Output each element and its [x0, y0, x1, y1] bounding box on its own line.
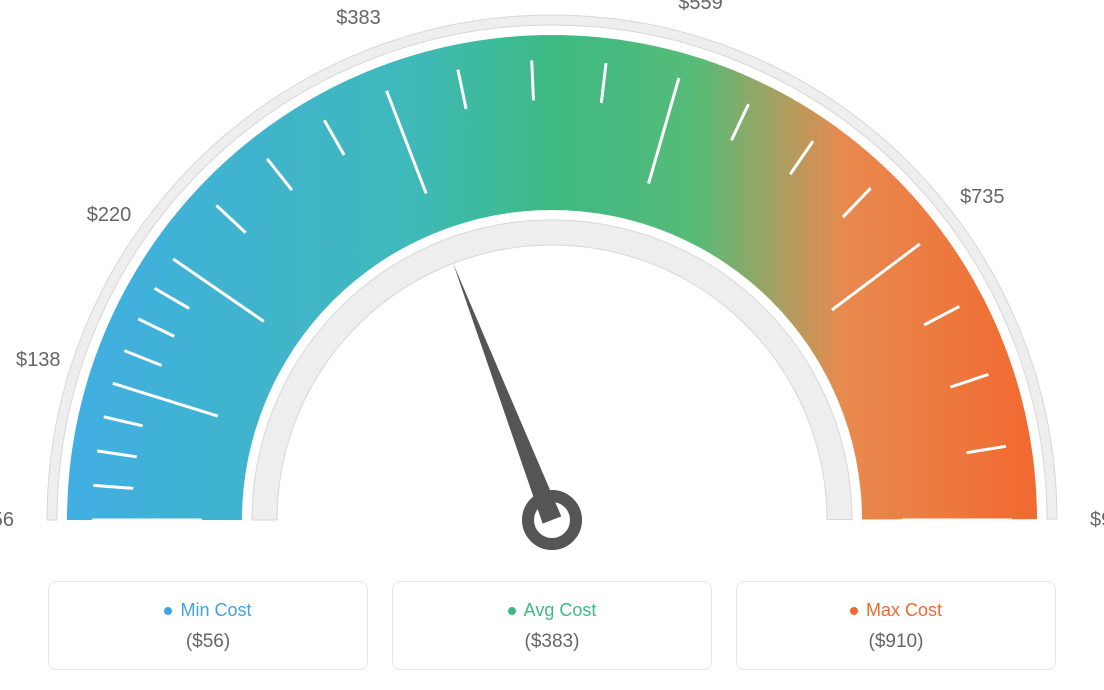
legend-card-min: Min Cost ($56)	[48, 581, 368, 670]
legend-value-min: ($56)	[61, 631, 355, 653]
tick-label: $383	[336, 7, 381, 29]
gauge-svg: $56 $138 $220 $383 $559 $735 $910	[0, 0, 1104, 570]
legend-label-avg: Avg Cost	[508, 600, 597, 621]
tick-label: $138	[16, 349, 61, 371]
legend-label-text: Max Cost	[866, 600, 942, 621]
tick-label: $220	[87, 204, 132, 226]
legend-row: Min Cost ($56) Avg Cost ($383) Max Cost …	[0, 581, 1104, 670]
minor-tick	[532, 60, 534, 100]
legend-label-text: Avg Cost	[524, 600, 597, 621]
dot-icon	[850, 607, 858, 615]
gauge-arc	[67, 35, 1037, 520]
legend-label-max: Max Cost	[850, 600, 942, 621]
tick-label: $910	[1090, 509, 1104, 531]
legend-value-avg: ($383)	[405, 631, 699, 653]
legend-label-min: Min Cost	[164, 600, 251, 621]
tick-label: $559	[678, 0, 723, 14]
legend-card-avg: Avg Cost ($383)	[392, 581, 712, 670]
tick-label: $735	[960, 186, 1005, 208]
legend-label-text: Min Cost	[180, 600, 251, 621]
needle	[453, 263, 561, 523]
legend-card-max: Max Cost ($910)	[736, 581, 1056, 670]
dot-icon	[164, 607, 172, 615]
cost-gauge-chart: $56 $138 $220 $383 $559 $735 $910	[0, 0, 1104, 560]
legend-value-max: ($910)	[749, 631, 1043, 653]
dot-icon	[508, 607, 516, 615]
tick-label: $56	[0, 509, 14, 531]
